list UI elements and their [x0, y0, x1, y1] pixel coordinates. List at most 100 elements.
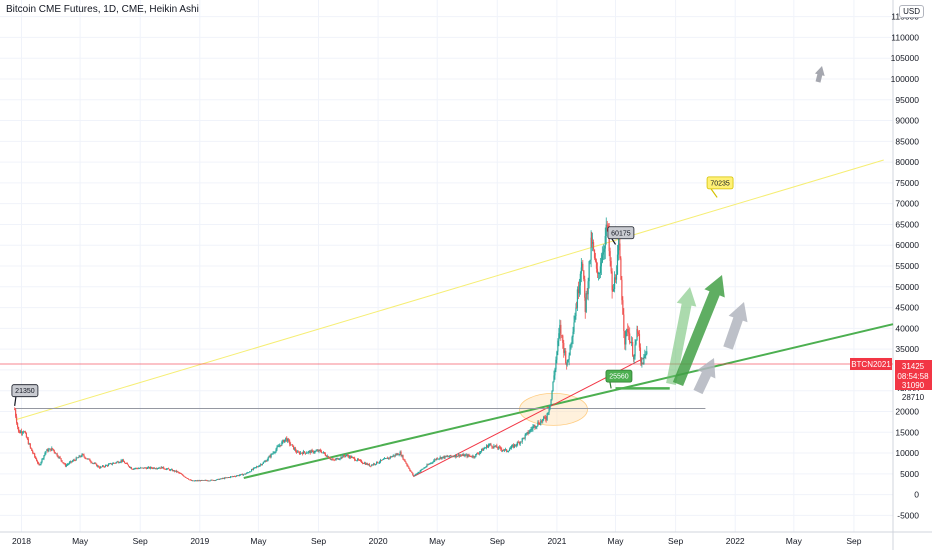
projection-arrow-light-green-wrap	[666, 287, 697, 385]
candle-body	[622, 300, 624, 315]
candle-body	[311, 450, 313, 452]
candle-body	[474, 456, 476, 458]
candle-body	[579, 273, 581, 286]
candle-body	[306, 452, 308, 454]
candle-body	[645, 354, 647, 355]
callout-box	[607, 226, 635, 240]
candle-body	[370, 465, 372, 467]
candle-body	[467, 454, 469, 457]
candle-body	[155, 468, 157, 470]
candle-body	[63, 462, 65, 464]
currency-badge[interactable]: USD	[899, 5, 924, 18]
candle-body	[623, 314, 625, 331]
candle-body	[643, 356, 645, 365]
candle-body	[515, 445, 517, 446]
candle-body	[520, 441, 522, 443]
candle-body	[80, 456, 82, 458]
candle-body	[498, 446, 500, 449]
candle-body	[390, 456, 392, 458]
x-tick-label: 2021	[547, 536, 566, 546]
candle-body	[233, 476, 236, 478]
candle-body	[258, 465, 260, 467]
candle-body	[273, 452, 275, 454]
candle-body	[556, 351, 558, 360]
candle-body	[529, 429, 531, 433]
candle-body	[476, 453, 478, 455]
candle-body	[522, 437, 524, 439]
candle-body	[122, 460, 125, 462]
candle-body	[108, 463, 111, 465]
candle-body	[374, 463, 376, 465]
candle-body	[143, 467, 145, 469]
price-tag-bg	[895, 370, 932, 381]
candle-body	[86, 458, 88, 460]
candle-body	[448, 456, 450, 458]
price-tag-symbol: BTCN2021	[851, 360, 891, 369]
candle-body	[535, 426, 537, 428]
candle-body	[274, 451, 276, 453]
candle-body	[555, 359, 557, 370]
candle-body	[215, 479, 217, 481]
candle-body	[319, 450, 322, 452]
candle-body	[270, 453, 272, 457]
candle-body	[540, 420, 542, 425]
candle-body	[202, 480, 204, 481]
candle-body	[373, 463, 375, 465]
candle-body	[583, 270, 585, 280]
candle-body	[183, 475, 185, 477]
candle-body	[145, 468, 148, 469]
candle-body	[208, 480, 210, 482]
x-tick-label: May	[72, 536, 89, 546]
candle-body	[533, 425, 535, 427]
candle-body	[578, 285, 580, 294]
candle-body	[195, 480, 197, 482]
candle-body	[408, 466, 410, 469]
candle-body	[625, 331, 627, 345]
candle-body	[460, 455, 462, 457]
candle-body	[609, 251, 611, 262]
candle-body	[470, 455, 472, 457]
candle-body	[484, 447, 487, 449]
y-tick-label: -5000	[897, 510, 919, 520]
candle-body	[149, 467, 152, 469]
candle-body	[31, 448, 33, 451]
candle-body	[537, 422, 539, 426]
candle-body	[268, 455, 270, 458]
candle-body	[525, 433, 527, 435]
candle-body	[187, 478, 190, 480]
candle-body	[192, 480, 195, 482]
callout-label: 60175	[611, 230, 631, 237]
candle-body	[189, 479, 192, 481]
candle-body	[413, 475, 415, 477]
chart-title: Bitcoin CME Futures, 1D, CME, Heikin Ash…	[6, 4, 199, 15]
arrows-group	[666, 66, 825, 395]
candle-body	[338, 459, 340, 460]
candle-body	[251, 469, 254, 471]
candle-body	[553, 375, 555, 382]
candle-body	[456, 454, 458, 457]
candle-body	[502, 450, 504, 452]
candle-body	[95, 463, 97, 465]
candle-body	[512, 445, 515, 448]
candle-body	[414, 474, 416, 476]
callout-label: 21350	[15, 388, 35, 395]
candle-body	[571, 337, 573, 344]
projection-arrow-green	[672, 274, 725, 387]
candle-body	[37, 463, 40, 464]
projection-arrow-gray-small-wrap	[814, 66, 825, 83]
candle-body	[475, 454, 477, 457]
candle-body	[367, 463, 369, 465]
candle-body	[439, 457, 441, 459]
candle-body	[70, 461, 72, 463]
candle-body	[104, 465, 107, 467]
candle-body	[640, 357, 642, 365]
y-tick-label: 35000	[895, 344, 919, 354]
candle-body	[516, 442, 518, 446]
candle-body	[332, 459, 334, 461]
candle-body	[547, 412, 549, 414]
candle-body	[151, 468, 154, 469]
candle-body	[385, 457, 388, 459]
y-tick-label: 60000	[895, 240, 919, 250]
candle-body	[207, 480, 209, 482]
